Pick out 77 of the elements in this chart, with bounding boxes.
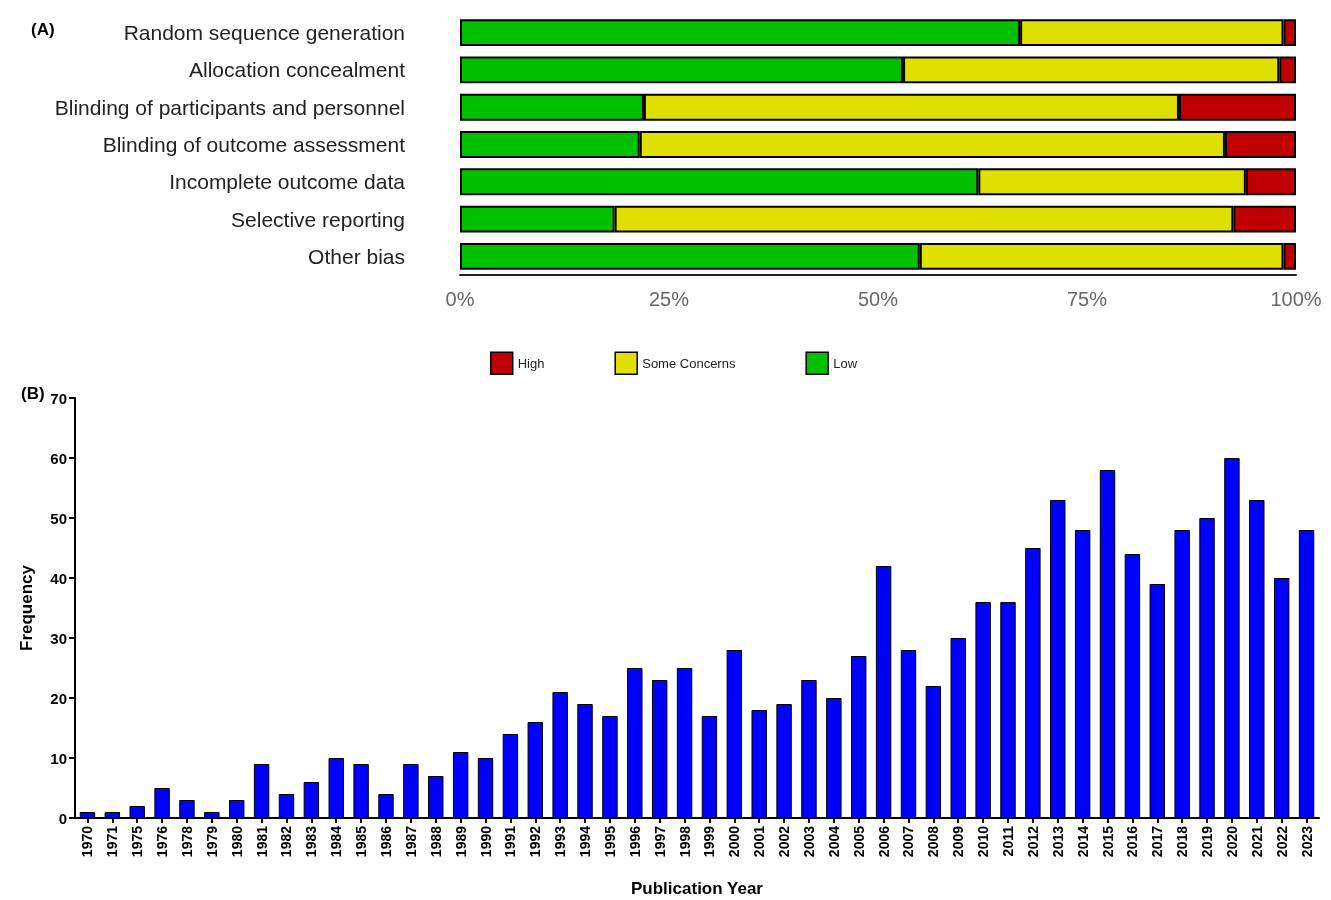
- x-tick-label: 1984: [328, 825, 345, 858]
- text: (A): [31, 20, 55, 39]
- x-tick-label: 1986: [378, 825, 394, 858]
- y-tick-label: 10: [50, 749, 67, 767]
- x-axis-title: Publication Year: [631, 879, 764, 898]
- x-tick-label: 25%: [648, 288, 690, 310]
- y-axis-title: Frequency: [17, 564, 36, 651]
- y-tick-label: 60: [50, 449, 67, 467]
- x-tick-label: 2017: [1149, 825, 1166, 858]
- y-tick-label: 30: [50, 629, 67, 647]
- x-tick-label: 1998: [676, 825, 693, 858]
- y-tick-label: Other bias: [308, 244, 405, 268]
- x-tick-label: 1971: [104, 825, 121, 858]
- x-tick-label: 2001: [751, 825, 768, 858]
- y-tick-label: Incomplete outcome data: [169, 170, 406, 194]
- x-tick-label: 1978: [178, 825, 195, 858]
- x-tick-label: 1991: [502, 825, 519, 858]
- x-tick-label: 2007: [900, 825, 917, 858]
- x-tick-label: 50%: [857, 288, 899, 310]
- x-tick-label: 1980: [228, 825, 245, 858]
- x-tick-label: 1999: [701, 825, 718, 858]
- x-tick-label: 2013: [1049, 825, 1066, 858]
- y-tick-label: 50: [50, 509, 67, 527]
- y-tick-label: Blinding of outcome assessment: [102, 133, 406, 156]
- x-tick-label: 75%: [1066, 288, 1108, 310]
- x-tick-label: 1982: [278, 825, 295, 858]
- x-tick-label: 2019: [1199, 825, 1216, 858]
- x-tick-label: 2023: [1298, 825, 1315, 858]
- x-tick-label: 2022: [1273, 825, 1290, 858]
- x-tick-label: 1988: [427, 825, 444, 858]
- y-tick-label: Allocation concealment: [189, 58, 406, 82]
- x-tick-label: 1995: [601, 825, 618, 858]
- legend-label: Some Concerns: [642, 355, 736, 371]
- x-tick-label: 2010: [975, 825, 992, 858]
- x-tick-label: 2020: [1223, 825, 1240, 858]
- x-tick-label: 1990: [477, 825, 494, 858]
- x-tick-label: 2006: [875, 825, 892, 858]
- x-tick-label: 2015: [1099, 825, 1116, 858]
- x-tick-label: 2008: [925, 825, 942, 858]
- x-tick-label: 2021: [1248, 825, 1265, 858]
- x-tick-label: 1975: [129, 825, 146, 858]
- x-tick-label: 0%: [445, 288, 475, 310]
- x-tick-label: 2005: [850, 825, 867, 858]
- x-tick-label: 1979: [203, 825, 220, 858]
- x-tick-label: 1981: [253, 825, 270, 858]
- x-tick-label: 1997: [651, 825, 668, 858]
- x-tick-label: 1994: [577, 825, 594, 858]
- x-tick-label: 2016: [1124, 825, 1141, 858]
- legend-label: High: [517, 355, 545, 371]
- x-tick-label: 1985: [353, 825, 370, 858]
- x-tick-label: 2003: [800, 825, 817, 858]
- x-tick-label: 2004: [825, 825, 842, 858]
- x-tick-label: 2012: [1024, 825, 1041, 858]
- x-tick-label: 1989: [452, 825, 469, 858]
- y-tick-label: 20: [50, 689, 67, 707]
- y-tick-label: Selective reporting: [231, 207, 405, 231]
- x-tick-label: 100%: [1270, 288, 1322, 310]
- y-tick-label: Blinding of participants and personnel: [54, 95, 405, 119]
- x-tick-label: 2000: [726, 825, 743, 858]
- x-tick-label: 1993: [552, 825, 569, 858]
- chart-title: (B): [21, 384, 45, 403]
- y-tick-label: Random sequence generation: [123, 21, 405, 45]
- x-tick-label: 1983: [303, 825, 320, 858]
- x-tick-label: 1976: [154, 825, 171, 858]
- x-tick-label: 2002: [776, 825, 793, 858]
- x-tick-label: 1987: [402, 825, 419, 858]
- y-tick-label: 70: [50, 389, 67, 407]
- legend-label: Low: [833, 355, 858, 371]
- y-tick-label: 40: [50, 569, 67, 587]
- x-tick-label: 2009: [950, 825, 967, 858]
- x-tick-label: 1970: [79, 825, 96, 858]
- x-tick-label: 2011: [1000, 825, 1016, 857]
- y-tick-label: 0: [58, 809, 67, 827]
- x-tick-label: 2018: [1174, 825, 1191, 858]
- x-tick-label: 1996: [626, 825, 643, 858]
- x-tick-label: 2014: [1074, 825, 1091, 858]
- x-tick-label: 1992: [527, 825, 544, 858]
